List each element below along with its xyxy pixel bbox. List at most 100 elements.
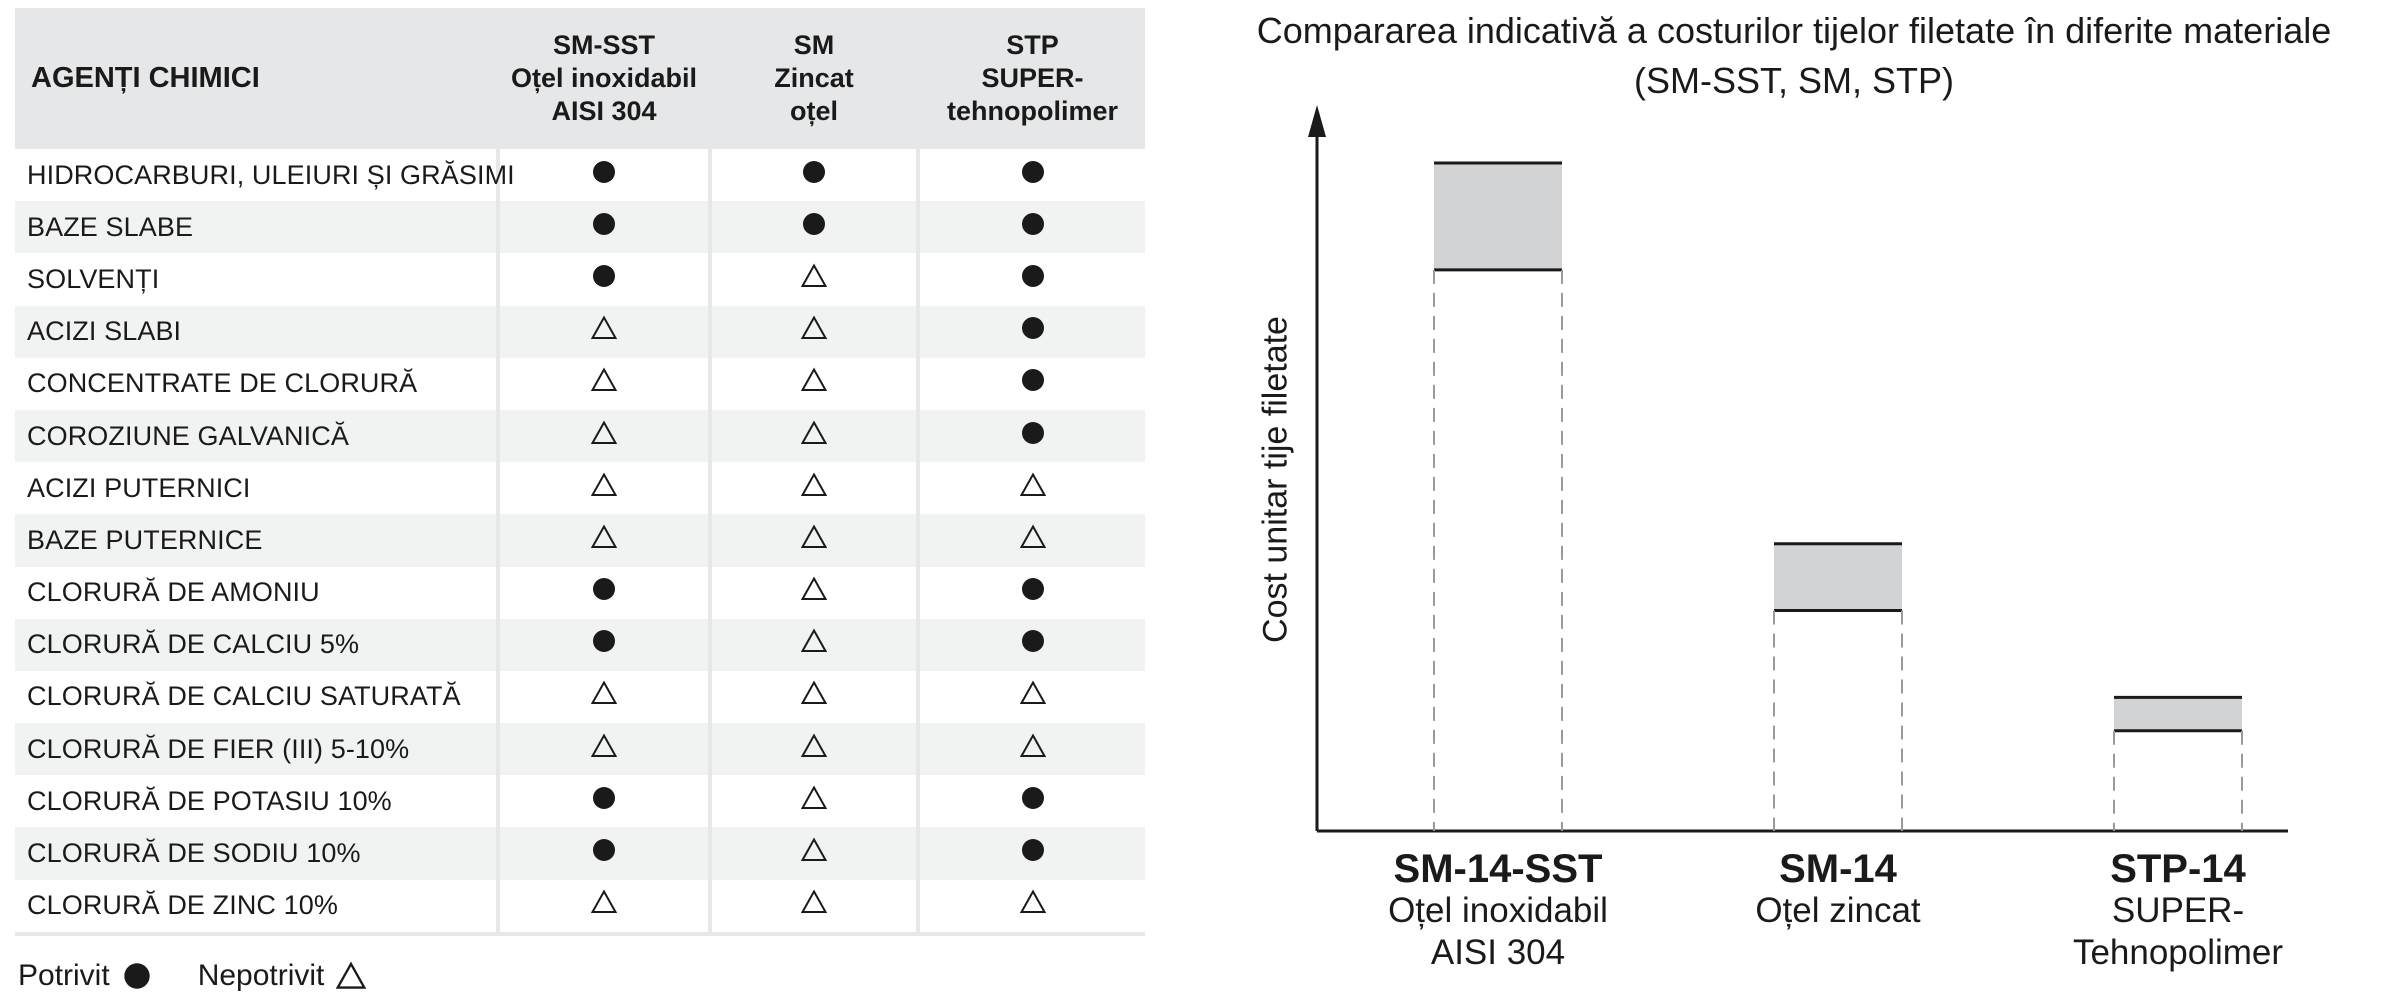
resistance-cell	[708, 201, 918, 254]
header-line: Zincat	[774, 63, 854, 93]
resistance-cell	[496, 723, 710, 776]
material-column-header: SM Zincat oțel	[708, 8, 918, 149]
table-row: ACIZI PUTERNICI	[15, 462, 1145, 515]
chemical-agent-cell: CONCENTRATE DE CLORURĂ	[27, 368, 418, 399]
filled-circle-icon	[591, 785, 617, 811]
resistance-cell	[496, 462, 710, 515]
chart-plot-area	[1308, 105, 2288, 833]
filled-circle-icon	[1020, 263, 1046, 289]
header-line: AISI 304	[551, 96, 657, 126]
chemical-resistance-table: AGENȚI CHIMICI SM-SST Oțel inoxidabil AI…	[15, 8, 1145, 936]
filled-circle-icon	[801, 159, 827, 185]
table-row: BAZE PUTERNICE	[15, 514, 1145, 567]
legend-label-unsuitable: Nepotrivit	[197, 959, 325, 992]
filled-circle-icon	[591, 211, 617, 237]
table-row: CLORURĂ DE POTASIU 10%	[15, 775, 1145, 828]
table-row: BAZE SLABE	[15, 201, 1145, 254]
triangle-outline-icon	[801, 263, 827, 289]
filled-circle-icon	[1020, 837, 1046, 863]
chemical-agent-cell: ACIZI SLABI	[15, 305, 498, 358]
resistance-cell	[496, 253, 710, 306]
resistance-cell	[916, 409, 1145, 463]
cost-range-bar	[1774, 543, 1902, 611]
resistance-cell	[708, 723, 918, 776]
resistance-cell	[708, 253, 918, 306]
table-row: CLORURĂ DE CALCIU 5%	[15, 618, 1145, 671]
chemical-agent-cell: CLORURĂ DE CALCIU SATURATĂ	[27, 681, 461, 712]
resistance-cell	[496, 409, 710, 463]
resistance-cell	[916, 305, 1145, 358]
filled-circle-icon	[591, 576, 617, 602]
chemical-agent-cell: CLORURĂ DE AMONIU	[27, 577, 320, 608]
legend-item-suitable: Potrivit	[18, 959, 152, 993]
category-name: STP-14	[2110, 847, 2246, 891]
header-line: SM	[793, 30, 835, 60]
triangle-outline-icon	[1019, 680, 1046, 706]
triangle-outline-icon	[336, 961, 367, 991]
triangle-outline-icon	[801, 315, 827, 341]
material-column-header: SM-SST Oțel inoxidabil AISI 304	[496, 8, 710, 149]
chemical-agent-cell: ACIZI PUTERNICI	[27, 472, 251, 503]
triangle-outline-icon	[801, 524, 827, 550]
resistance-cell	[916, 201, 1145, 254]
resistance-cell	[708, 566, 918, 619]
resistance-cell	[916, 253, 1145, 306]
resistance-cell	[496, 357, 710, 410]
filled-circle-icon	[1020, 420, 1046, 446]
chemical-resistance-table-panel: AGENȚI CHIMICI SM-SST Oțel inoxidabil AI…	[15, 8, 1145, 936]
resistance-cell	[496, 201, 710, 254]
category-label: SM-14 Oțel zincat	[1668, 848, 2008, 932]
triangle-outline-icon	[801, 472, 827, 498]
triangle-outline-icon	[801, 733, 827, 759]
category-subtitle: SUPER-Tehnopolimer	[2072, 891, 2284, 972]
filled-circle-icon	[801, 211, 827, 237]
resistance-cell	[496, 775, 710, 828]
category-label: SM-14-SST Oțel inoxidabil AISI 304	[1328, 848, 1668, 974]
resistance-cell	[916, 462, 1145, 515]
resistance-cell	[496, 514, 710, 567]
resistance-cell	[496, 670, 710, 724]
category-subtitle: AISI 304	[1430, 933, 1566, 972]
filled-circle-icon	[1020, 315, 1046, 341]
chemical-agent-cell: CLORURĂ DE ZINC 10%	[15, 879, 498, 936]
resistance-cell	[916, 149, 1145, 202]
resistance-cell	[708, 827, 918, 880]
legend-item-unsuitable: Nepotrivit	[198, 959, 367, 993]
filled-circle-icon	[1020, 211, 1046, 237]
filled-circle-icon	[591, 628, 617, 654]
triangle-outline-icon	[591, 680, 617, 706]
triangle-outline-icon	[591, 472, 617, 498]
category-subtitle: Oțel zincat	[1755, 891, 1921, 930]
resistance-cell	[708, 670, 918, 724]
table-row: ACIZI SLABI	[15, 305, 1145, 358]
filled-circle-icon	[591, 263, 617, 289]
filled-circle-icon	[591, 159, 617, 185]
resistance-cell	[916, 879, 1145, 936]
table-row: HIDROCARBURI, ULEIURI ȘI GRĂSIMI	[15, 149, 1145, 202]
table-row: CLORURĂ DE CALCIU SATURATĂ	[15, 670, 1145, 724]
material-column-header: STP SUPER- tehnopolimer	[916, 8, 1145, 149]
y-axis-arrow-icon	[1308, 105, 1326, 137]
chemical-agent-cell: CLORURĂ DE POTASIU 10%	[27, 785, 392, 816]
header-line: STP	[1006, 30, 1059, 60]
triangle-outline-icon	[591, 733, 617, 759]
resistance-cell	[496, 149, 710, 202]
filled-circle-icon	[1020, 628, 1046, 654]
triangle-outline-icon	[1019, 472, 1046, 498]
triangle-outline-icon	[591, 889, 617, 915]
resistance-cell	[916, 566, 1145, 619]
triangle-outline-icon	[1019, 524, 1046, 550]
triangle-outline-icon	[591, 315, 617, 341]
header-line: Oțel inoxidabil	[510, 63, 698, 93]
resistance-cell	[496, 827, 710, 880]
cost-range-bar	[2114, 697, 2242, 731]
chart-title-line-1: Compararea indicativă a costurilor tijel…	[1256, 10, 2332, 51]
chemical-agent-cell: CLORURĂ DE SODIU 10%	[15, 827, 498, 880]
triangle-outline-icon	[801, 785, 827, 811]
agent-column-header: AGENȚI CHIMICI	[15, 8, 498, 149]
chemical-agent-cell: CLORURĂ DE CALCIU 5%	[15, 618, 498, 671]
triangle-outline-icon	[591, 367, 617, 393]
chemical-agent-cell: BAZE SLABE	[15, 201, 498, 254]
resistance-cell	[708, 879, 918, 936]
resistance-cell	[916, 775, 1145, 828]
